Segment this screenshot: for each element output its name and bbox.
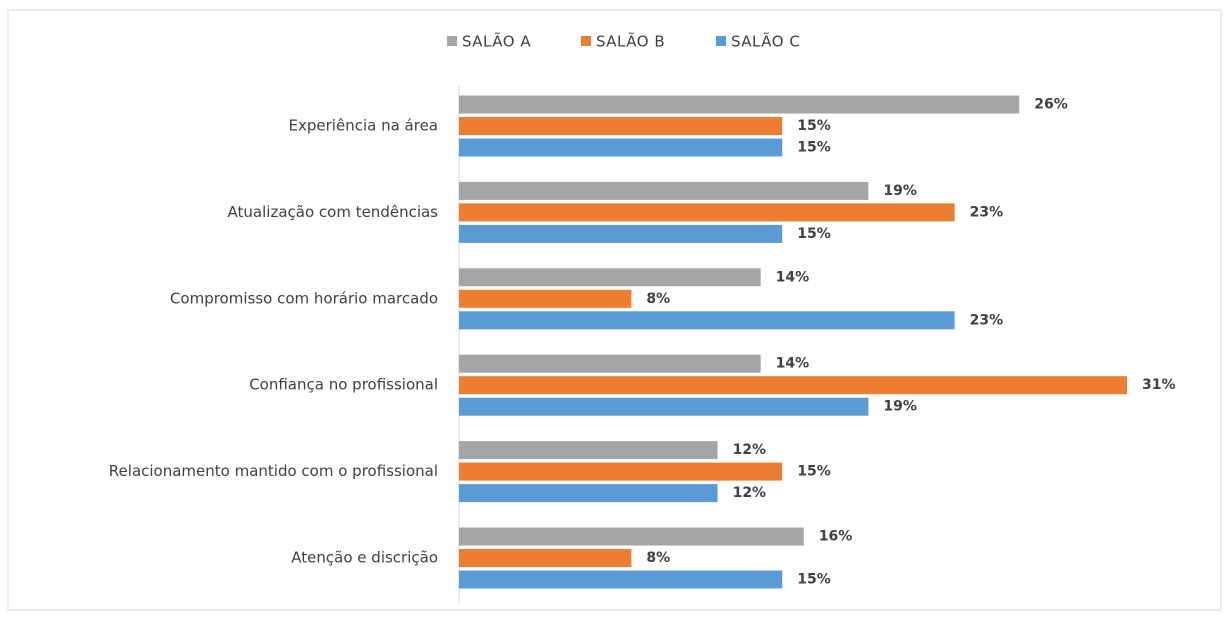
- y-tick-label: Relacionamento mantido com o profissiona…: [109, 462, 438, 480]
- bar: [459, 203, 955, 222]
- value-label: 23%: [970, 312, 1004, 328]
- value-label: 31%: [1142, 377, 1176, 393]
- bar: [459, 95, 1020, 114]
- value-label: 12%: [733, 442, 767, 458]
- y-tick-label: Confiança no profissional: [249, 376, 438, 394]
- legend-label: SALÃO B: [596, 32, 665, 51]
- bar: [459, 527, 804, 546]
- y-tick-label: Compromisso com horário marcado: [170, 289, 438, 307]
- value-label: 14%: [776, 356, 810, 372]
- bar: [459, 311, 955, 330]
- legend-swatch: [447, 36, 457, 46]
- value-label: 8%: [646, 550, 670, 566]
- legend-swatch: [716, 36, 726, 46]
- y-tick-label: Experiência na área: [289, 117, 438, 135]
- bar: [459, 397, 869, 416]
- bar: [459, 181, 869, 200]
- bar: [459, 268, 761, 287]
- y-tick-label: Atualização com tendências: [228, 203, 439, 221]
- legend-label: SALÃO C: [731, 32, 800, 51]
- value-label: 14%: [776, 269, 810, 285]
- bar: [459, 549, 632, 567]
- legend-label: SALÃO A: [462, 32, 531, 51]
- value-label: 19%: [883, 399, 917, 415]
- value-label: 15%: [797, 140, 831, 156]
- bar: [459, 441, 718, 460]
- value-label: 19%: [883, 183, 917, 199]
- value-label: 15%: [797, 226, 831, 242]
- value-label: 16%: [819, 529, 853, 545]
- legend-swatch: [581, 36, 591, 46]
- value-label: 23%: [970, 204, 1004, 220]
- value-label: 8%: [646, 291, 670, 307]
- bar: [459, 117, 783, 135]
- value-label: 12%: [733, 485, 767, 501]
- bar: [459, 354, 761, 373]
- value-label: 15%: [797, 118, 831, 134]
- value-label: 15%: [797, 464, 831, 480]
- bar: [459, 462, 783, 481]
- bar: [459, 289, 632, 308]
- bar: [459, 376, 1127, 395]
- bar: [459, 138, 783, 157]
- bar: [459, 224, 783, 243]
- y-tick-label: Atenção e discrição: [291, 549, 438, 567]
- value-label: 26%: [1034, 97, 1068, 113]
- value-label: 15%: [797, 572, 831, 588]
- bar: [459, 570, 783, 589]
- bar: [459, 484, 718, 503]
